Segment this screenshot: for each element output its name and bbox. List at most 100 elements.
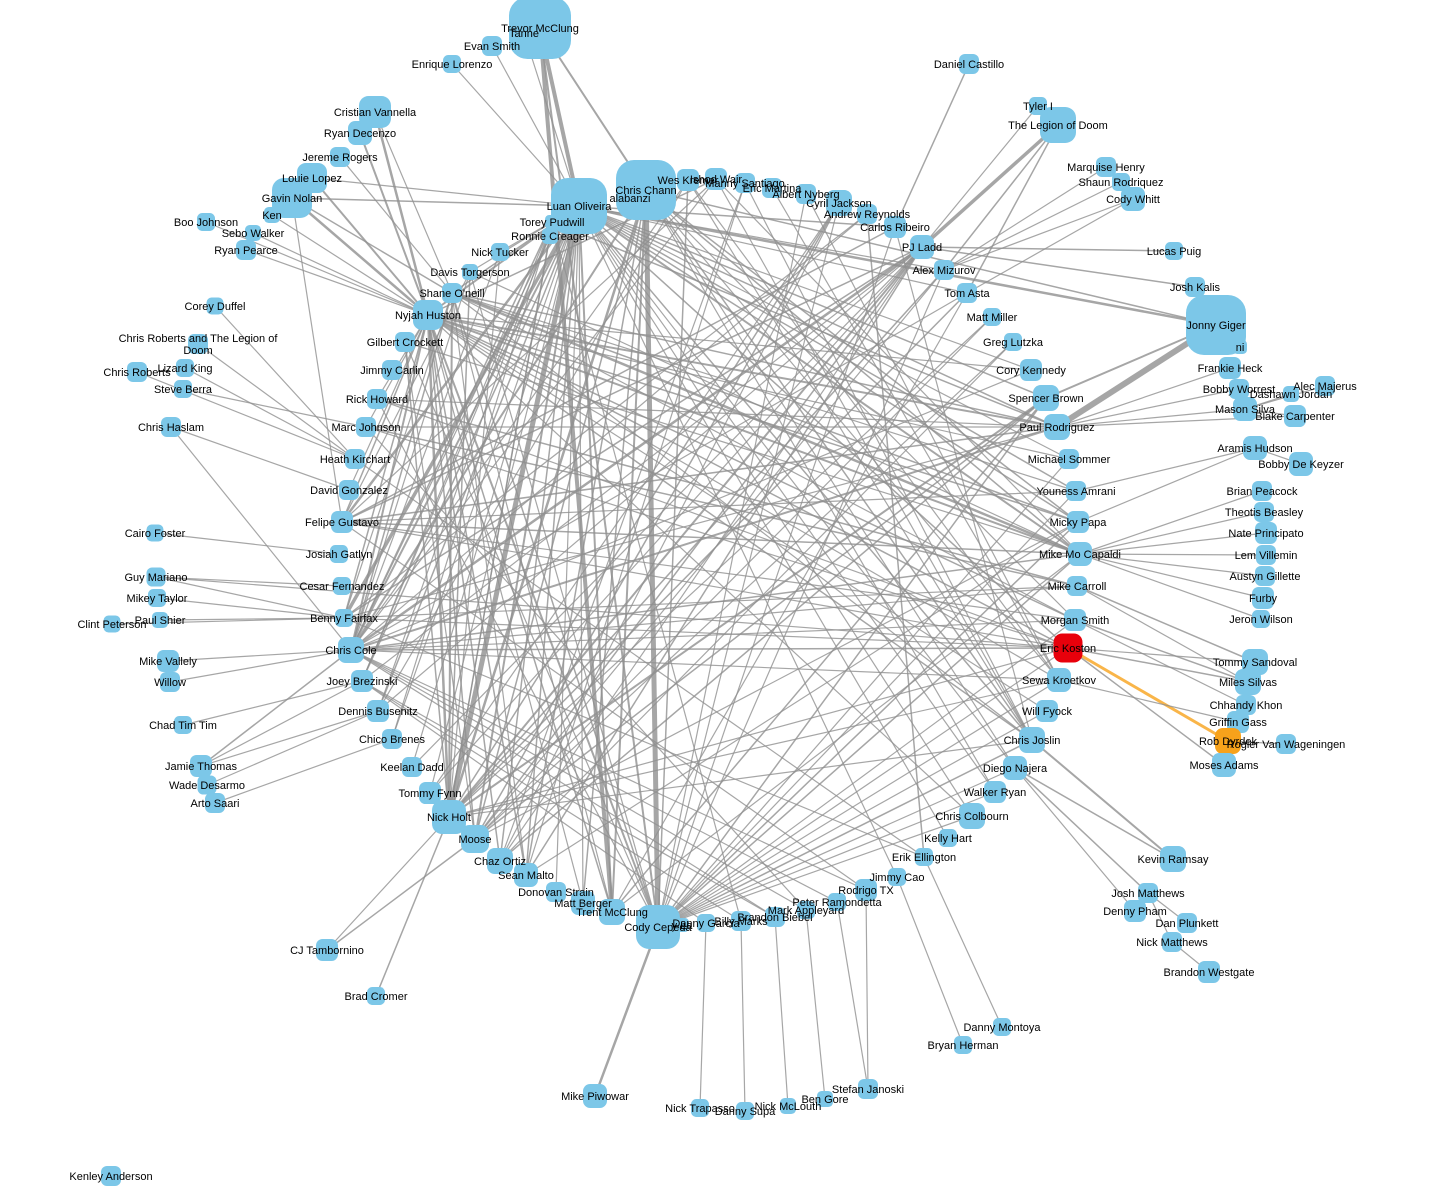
- node-prod[interactable]: [1044, 414, 1070, 440]
- node-ishod[interactable]: [705, 168, 727, 190]
- node-giger[interactable]: [1186, 295, 1246, 355]
- node-nick-tucker[interactable]: [491, 243, 509, 261]
- node-mike-carroll[interactable]: [1067, 576, 1087, 596]
- node-jamie[interactable]: [190, 755, 212, 777]
- node-plunkett[interactable]: [1177, 913, 1197, 933]
- node-albert[interactable]: [796, 184, 816, 204]
- node-ryan-decenzo[interactable]: [348, 121, 372, 145]
- node-rodrigo[interactable]: [855, 879, 877, 901]
- node-benny[interactable]: [335, 609, 353, 627]
- node-matt-berger[interactable]: [571, 891, 595, 915]
- node-jereme[interactable]: [330, 147, 350, 167]
- node-dennis[interactable]: [367, 700, 389, 722]
- node-mason[interactable]: [1233, 397, 1257, 421]
- node-dyrdek[interactable]: [1215, 728, 1241, 754]
- node-heath[interactable]: [345, 449, 365, 469]
- node-shane[interactable]: [442, 283, 462, 303]
- node-martina[interactable]: [762, 178, 782, 198]
- node-tommy-fynn[interactable]: [419, 782, 441, 804]
- node-piwowar[interactable]: [583, 1084, 607, 1108]
- node-sebo[interactable]: [245, 225, 261, 241]
- node-westgate[interactable]: [1198, 961, 1220, 983]
- node-chris-roberts[interactable]: [127, 362, 147, 382]
- node-gavin[interactable]: [272, 178, 312, 218]
- node-youness[interactable]: [1066, 481, 1086, 501]
- node-nick-holt[interactable]: [432, 800, 466, 834]
- node-ramsay[interactable]: [1160, 846, 1186, 872]
- node-dekeyzer[interactable]: [1289, 452, 1313, 476]
- node-joslin[interactable]: [1019, 727, 1045, 753]
- node-peacock[interactable]: [1252, 481, 1272, 501]
- node-wade[interactable]: [197, 775, 217, 795]
- node-sean-malto[interactable]: [514, 863, 538, 887]
- node-tyler[interactable]: [1029, 97, 1047, 115]
- node-wes[interactable]: [677, 169, 699, 191]
- node-lizard[interactable]: [176, 359, 194, 377]
- node-majerus[interactable]: [1315, 376, 1335, 396]
- node-josiah[interactable]: [330, 545, 348, 563]
- node-steve-berra[interactable]: [174, 380, 192, 398]
- node-trevor[interactable]: [509, 0, 571, 59]
- node-castillo[interactable]: [959, 54, 979, 74]
- node-corey-duffel[interactable]: [206, 297, 224, 315]
- node-cyril[interactable]: [826, 190, 852, 216]
- node-haslam[interactable]: [161, 417, 181, 437]
- node-chaz[interactable]: [487, 848, 513, 874]
- node-legion[interactable]: [1040, 107, 1076, 143]
- node-mclouth[interactable]: [780, 1098, 796, 1114]
- node-micky[interactable]: [1067, 511, 1089, 533]
- node-brad-cromer[interactable]: [367, 987, 385, 1005]
- node-herman[interactable]: [954, 1036, 972, 1054]
- node-chris-cole[interactable]: [338, 637, 364, 663]
- node-billy-marks[interactable]: [731, 911, 751, 931]
- node-matt-miller[interactable]: [983, 308, 1001, 326]
- node-vallely[interactable]: [157, 650, 179, 672]
- node-biebel[interactable]: [765, 907, 785, 927]
- node-austyn[interactable]: [1255, 566, 1275, 586]
- node-frankie[interactable]: [1219, 357, 1241, 379]
- node-ronnie[interactable]: [542, 228, 558, 244]
- node-willow[interactable]: [160, 672, 180, 692]
- node-pj-ladd[interactable]: [910, 235, 934, 259]
- node-cairo[interactable]: [146, 524, 164, 542]
- node-ken[interactable]: [264, 207, 280, 223]
- node-dashawn[interactable]: [1283, 386, 1299, 402]
- node-nyjah[interactable]: [413, 300, 443, 330]
- node-trapasso[interactable]: [691, 1099, 709, 1117]
- node-trent[interactable]: [599, 899, 625, 925]
- node-theotis[interactable]: [1254, 502, 1274, 522]
- node-chad[interactable]: [174, 716, 192, 734]
- node-cesar[interactable]: [333, 577, 351, 595]
- node-davis[interactable]: [462, 264, 478, 280]
- node-nate[interactable]: [1255, 522, 1277, 544]
- node-alabanzi[interactable]: [621, 189, 639, 207]
- node-greg[interactable]: [1004, 333, 1022, 351]
- node-ben-gore[interactable]: [817, 1091, 833, 1107]
- node-luan[interactable]: [551, 178, 607, 234]
- node-moses[interactable]: [1212, 753, 1236, 777]
- node-marquise[interactable]: [1096, 157, 1116, 177]
- node-griffin[interactable]: [1227, 711, 1249, 733]
- node-diego[interactable]: [1003, 756, 1027, 780]
- node-carlos[interactable]: [884, 216, 906, 238]
- node-montoya[interactable]: [993, 1018, 1011, 1036]
- node-ryan-pearce[interactable]: [236, 240, 256, 260]
- node-cody-whitt[interactable]: [1121, 187, 1145, 211]
- node-kelly-hart[interactable]: [939, 829, 957, 847]
- node-erik-e[interactable]: [915, 848, 933, 866]
- node-sewa[interactable]: [1047, 668, 1071, 692]
- node-cory-kennedy[interactable]: [1020, 359, 1042, 381]
- node-josh-matt[interactable]: [1138, 883, 1158, 903]
- node-marc-johnson[interactable]: [356, 417, 376, 437]
- node-janoski[interactable]: [858, 1079, 878, 1099]
- node-rogier[interactable]: [1276, 734, 1296, 754]
- node-tom-asta[interactable]: [957, 283, 977, 303]
- node-spencer[interactable]: [1033, 385, 1059, 411]
- node-reynolds[interactable]: [857, 204, 877, 224]
- node-donovan[interactable]: [546, 882, 566, 902]
- node-arto[interactable]: [205, 793, 225, 813]
- node-koston[interactable]: [1053, 633, 1083, 663]
- node-crlod[interactable]: [188, 334, 208, 354]
- node-y-la[interactable]: [675, 918, 689, 932]
- node-jeron[interactable]: [1252, 610, 1270, 628]
